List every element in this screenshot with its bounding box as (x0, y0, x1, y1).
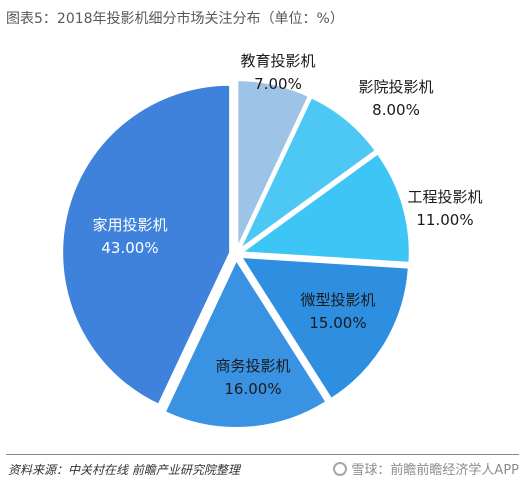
slice-value-label: 8.00% (372, 101, 420, 119)
snowball-icon (333, 461, 348, 476)
watermark: 雪球：前瞻前瞻经济学人APP (333, 459, 519, 478)
slice-name-label: 教育投影机 (240, 52, 315, 70)
chart-title: 图表5：2018年投影机细分市场关注分布（单位：%） (6, 11, 344, 27)
slice-value-label: 7.00% (254, 75, 302, 93)
slice-name-label: 商务投影机 (215, 357, 290, 375)
pie-slice (238, 96, 378, 251)
pie-slices (61, 79, 411, 429)
pie-slice (61, 83, 232, 407)
pie-labels: 教育投影机 7.00% 影院投影机 8.00% 工程投影机 11.00% 微型投影机 15.0… (92, 52, 482, 398)
slice-name-label: 工程投影机 (407, 188, 482, 206)
pie-slice (239, 255, 410, 401)
watermark-text: 雪球：前瞻前瞻经济学人APP (351, 463, 519, 478)
slice-value-label: 43.00% (101, 239, 158, 257)
source-note: 资料来源：中关村在线 前瞻产业研究院整理 (8, 463, 240, 477)
slice-name-label: 影院投影机 (358, 78, 433, 96)
slice-name-label: 家用投影机 (92, 216, 167, 234)
slice-value-label: 16.00% (224, 380, 281, 398)
pie-slice (236, 79, 311, 249)
slice-value-label: 11.00% (416, 211, 473, 229)
slice-name-label: 微型投影机 (300, 291, 375, 309)
pie-slice (163, 257, 328, 429)
slice-value-label: 15.00% (309, 314, 366, 332)
footer-divider (6, 454, 519, 455)
pie-slice (238, 152, 411, 264)
